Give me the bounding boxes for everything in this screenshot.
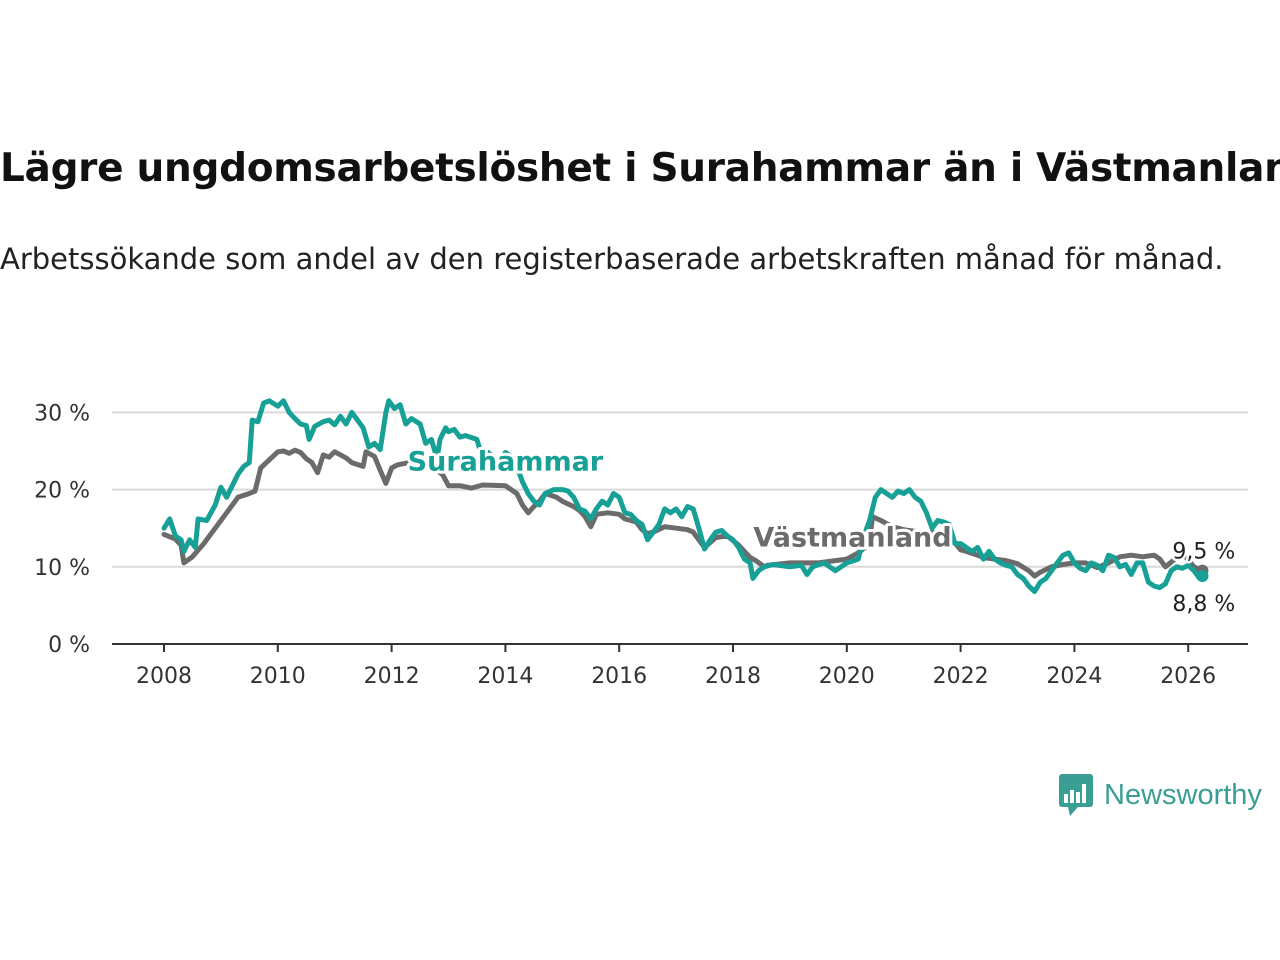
x-tick-label: 2020	[819, 664, 875, 689]
gridlines	[112, 411, 1248, 568]
series-labels: Surahammar Västmanland 9,5 % 8,8 %	[405, 443, 1238, 619]
series-label-v-stmanland: Västmanland	[753, 523, 951, 554]
brand-name: Newsworthy	[1104, 778, 1262, 811]
chart-title: Lägre ungdomsarbetslöshet i Surahammar ä…	[0, 146, 1280, 191]
x-tick-label: 2026	[1160, 664, 1216, 689]
series-end-marker-surahammar	[1196, 570, 1209, 583]
series	[161, 398, 1209, 594]
x-tick-label: 2012	[364, 664, 420, 689]
series-line-v-stmanland	[161, 447, 1205, 579]
line-chart: 0 % 10 % 20 % 30 % 2008 2010 2012 2014 2016 2018 2…	[34, 398, 1248, 689]
x-tick-label: 2008	[136, 664, 192, 689]
y-tick-label: 20 %	[34, 479, 90, 504]
x-tick-label: 2024	[1046, 664, 1102, 689]
x-tick-label: 2010	[250, 664, 306, 689]
newsworthy-chart-bubble-icon	[1059, 774, 1093, 816]
axes: 0 % 10 % 20 % 30 % 2008 2010 2012 2014 2016 2018 2…	[34, 401, 1248, 689]
series-line-surahammar	[161, 398, 1205, 594]
x-tick-label: 2016	[591, 664, 647, 689]
x-tick-label: 2014	[477, 664, 533, 689]
chart-subtitle: Arbetssökande som andel av den registerb…	[0, 242, 1224, 276]
end-value-label: 9,5 %	[1172, 540, 1235, 565]
series-label-surahammar: Surahammar	[408, 446, 604, 477]
y-tick-label: 10 %	[34, 556, 90, 581]
y-tick-label: 0 %	[48, 633, 90, 658]
x-tick-label: 2018	[705, 664, 761, 689]
x-tick-label: 2022	[933, 664, 989, 689]
end-value-label: 8,8 %	[1172, 592, 1235, 617]
brand-logo: Newsworthy	[1058, 772, 1262, 818]
y-tick-label: 30 %	[34, 401, 90, 426]
